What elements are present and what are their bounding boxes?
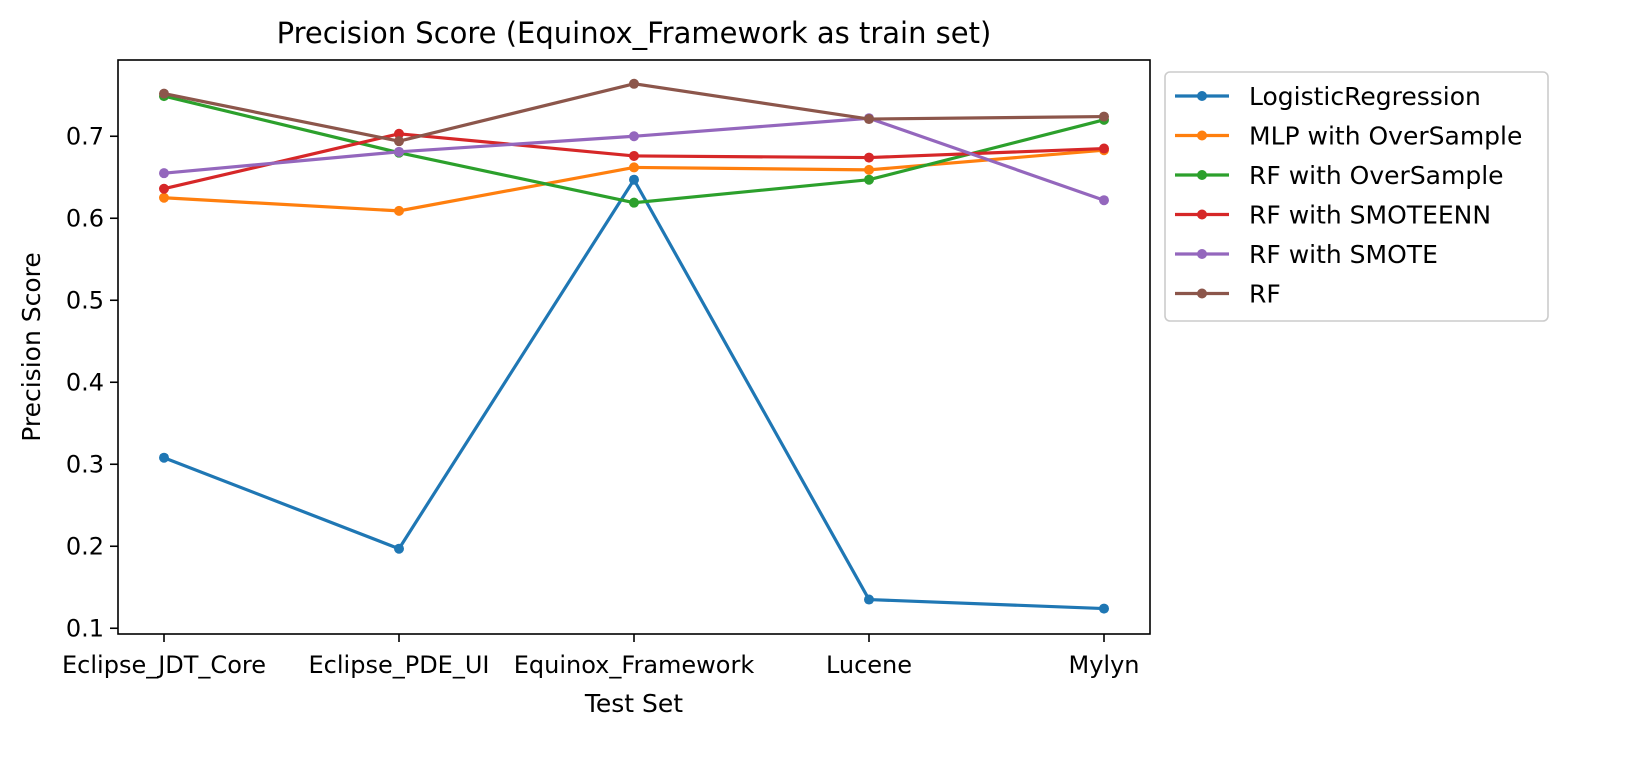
data-point (629, 197, 639, 208)
data-point (629, 174, 639, 185)
x-tick-label: Eclipse_PDE_UI (309, 651, 490, 679)
legend-marker (1197, 249, 1207, 259)
data-point (159, 88, 169, 99)
legend-label: RF with SMOTE (1249, 240, 1438, 269)
plot-area (159, 78, 1109, 614)
legend-box (1164, 71, 1549, 322)
legend-marker (1197, 209, 1207, 220)
x-axis-label: Test Set (584, 689, 683, 718)
data-point (864, 174, 874, 185)
data-point (394, 146, 404, 157)
data-point (1099, 111, 1109, 122)
x-tick-label: Equinox_Framework (514, 651, 755, 679)
x-axis: Eclipse_JDT_Core Eclipse_PDE_UI Equinox_Fr… (62, 634, 1140, 679)
y-tick-label: 0.6 (66, 204, 104, 232)
chart-title: Precision Score (Equinox_Framework as tr… (277, 16, 992, 50)
data-point (864, 164, 874, 175)
x-tick-label: Lucene (826, 651, 912, 679)
data-point (159, 183, 169, 194)
y-tick-label: 0.1 (66, 614, 104, 642)
data-point (629, 131, 639, 142)
data-point (394, 205, 404, 216)
data-point (864, 114, 874, 125)
y-axis-label: Precision Score (17, 252, 46, 442)
legend-marker (1197, 91, 1207, 101)
series-rf (159, 78, 1109, 147)
y-tick-label: 0.2 (66, 532, 104, 560)
data-point (1099, 143, 1109, 154)
legend-marker (1197, 170, 1207, 180)
data-point (394, 136, 404, 147)
data-point (159, 168, 169, 179)
legend-label: LogisticRegression (1249, 82, 1481, 111)
x-tick-label: Eclipse_JDT_Core (62, 651, 266, 679)
data-point (629, 78, 639, 89)
series-line (163, 178, 1105, 611)
data-point (394, 128, 404, 139)
legend-label: RF (1249, 280, 1281, 309)
data-point (1099, 603, 1109, 614)
legend-label: MLP with OverSample (1249, 122, 1522, 151)
series-logisticregression (159, 174, 1109, 614)
series-rf-with-smote (159, 113, 1109, 206)
data-point (864, 594, 874, 605)
legend-label: RF with OverSample (1249, 161, 1504, 190)
data-point (159, 192, 169, 203)
data-point (629, 150, 639, 161)
y-tick-label: 0.3 (66, 450, 104, 478)
data-point (159, 452, 169, 463)
y-tick-label: 0.4 (66, 368, 104, 396)
data-point (629, 162, 639, 173)
legend-marker (1197, 288, 1207, 299)
y-axis: 0.1 0.2 0.3 0.4 0.5 0.6 0.7 (66, 122, 118, 642)
legend: LogisticRegression MLP with OverSample RF … (1164, 71, 1549, 322)
series-rf-with-smoteenn (159, 128, 1109, 194)
series-rf-with-oversample (159, 91, 1109, 208)
data-point (394, 543, 404, 554)
y-tick-label: 0.7 (66, 122, 104, 150)
data-point (1099, 195, 1109, 206)
y-tick-label: 0.5 (66, 286, 104, 314)
x-tick-label: Mylyn (1069, 651, 1140, 679)
legend-marker (1197, 130, 1207, 141)
legend-label: RF with SMOTEENN (1249, 201, 1491, 230)
data-point (864, 152, 874, 163)
